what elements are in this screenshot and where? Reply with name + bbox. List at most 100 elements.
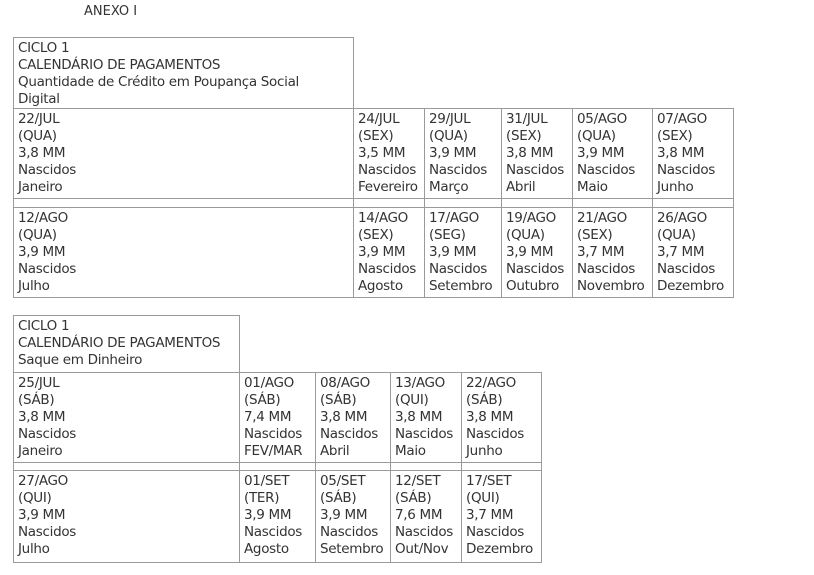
cell-line: 3,8 MM [320, 409, 368, 425]
cell-line: 26/AGO [657, 210, 708, 226]
cell-line: 3,9 MM [18, 507, 66, 523]
cell-line: Setembro [320, 541, 384, 557]
payment-date-cell: 01/AGO (SÁB) 7,4 MM Nascidos FEV/MAR [239, 372, 316, 463]
cell-line: 25/JUL [18, 375, 60, 391]
cell-line: (SÁB) [395, 490, 432, 506]
cell-line: 29/JUL [429, 111, 471, 127]
payment-date-cell: 01/SET (TER) 3,9 MM Nascidos Agosto [239, 470, 316, 563]
cell-line: 14/AGO [358, 210, 409, 226]
cell-line: 3,8 MM [395, 409, 443, 425]
cell-line: (SEX) [577, 227, 613, 243]
cell-line: 7,4 MM [244, 409, 292, 425]
cell-line: (TER) [244, 490, 280, 506]
payment-date-cell: 19/AGO (QUA) 3,9 MM Nascidos Outubro [501, 207, 573, 298]
cell-line: Junho [657, 179, 694, 195]
cell-line: Fevereiro [358, 179, 418, 195]
payment-date-cell: 22/JUL (QUA) 3,8 MM Nascidos Janeiro [13, 108, 354, 199]
cell-line: Dezembro [657, 278, 724, 294]
cell-line: Abril [320, 443, 350, 459]
cell-line: (SEX) [358, 128, 394, 144]
cell-line: (QUA) [18, 128, 57, 144]
cell-line: 01/SET [244, 473, 290, 489]
cell-line: (QUI) [18, 490, 52, 506]
cell-line: Nascidos [466, 524, 525, 540]
cell-line: Julho [18, 278, 50, 294]
cell-line: (SEX) [506, 128, 542, 144]
payment-date-cell: 17/SET (QUI) 3,7 MM Nascidos Dezembro [461, 470, 542, 563]
payment-date-cell: 22/AGO (SÁB) 3,8 MM Nascidos Junho [461, 372, 542, 463]
cell-line: (QUA) [657, 227, 696, 243]
cell-line: 3,8 MM [506, 145, 554, 161]
cell-line: 01/AGO [244, 375, 295, 391]
cell-line: Janeiro [18, 443, 63, 459]
cell-line: 3,9 MM [506, 244, 554, 260]
cell-line: 05/SET [320, 473, 366, 489]
cell-line: Novembro [577, 278, 645, 294]
cell-line: 05/AGO [577, 111, 628, 127]
cell-line: Nascidos [18, 524, 77, 540]
cell-line: 21/AGO [577, 210, 628, 226]
cell-line: Nascidos [429, 162, 488, 178]
payment-date-cell: 24/JUL (SEX) 3,5 MM Nascidos Fevereiro [353, 108, 425, 199]
payment-date-cell: 17/AGO (SEG) 3,9 MM Nascidos Setembro [424, 207, 502, 298]
payment-date-cell: 12/AGO (QUA) 3,9 MM Nascidos Julho [13, 207, 354, 298]
cell-line: Nascidos [429, 261, 488, 277]
cell-line: 27/AGO [18, 473, 69, 489]
cell-line: 3,7 MM [466, 507, 514, 523]
cell-line: (SÁB) [18, 392, 55, 408]
cell-line: Nascidos [244, 426, 303, 442]
cell-line: (SEX) [657, 128, 693, 144]
cell-line: Quantidade de Crédito em Poupança Social [18, 74, 300, 90]
cell-line: 07/AGO [657, 111, 708, 127]
cell-line: Março [429, 179, 469, 195]
cell-line: Saque em Dinheiro [18, 352, 143, 368]
payment-date-cell: 07/AGO (SEX) 3,8 MM Nascidos Junho [652, 108, 734, 199]
payment-date-cell: 13/AGO (QUI) 3,8 MM Nascidos Maio [390, 372, 462, 463]
cell-line: (QUA) [429, 128, 468, 144]
cell-line: Nascidos [466, 426, 525, 442]
cell-line: Nascidos [320, 426, 379, 442]
payment-date-cell: 14/AGO (SEX) 3,9 MM Nascidos Agosto [353, 207, 425, 298]
cell-line: CICLO 1 [18, 318, 70, 334]
cell-line: 3,9 MM [244, 507, 292, 523]
cell-line: CICLO 1 [18, 40, 70, 56]
cell-line: Dezembro [466, 541, 533, 557]
cell-line: Nascidos [577, 162, 636, 178]
cell-line: Maio [577, 179, 608, 195]
payment-date-cell: 31/JUL (SEX) 3,8 MM Nascidos Abril [501, 108, 573, 199]
cell-line: Maio [395, 443, 426, 459]
cell-line: 3,7 MM [657, 244, 705, 260]
payment-date-cell: 12/SET (SÁB) 7,6 MM Nascidos Out/Nov [390, 470, 462, 563]
cell-line: Abril [506, 179, 536, 195]
cell-line: 22/JUL [18, 111, 60, 127]
payment-date-cell: 27/AGO (QUI) 3,9 MM Nascidos Julho [13, 470, 240, 563]
cell-line: 31/JUL [506, 111, 548, 127]
table-header: CICLO 1 CALENDÁRIO DE PAGAMENTOS Saque em … [13, 315, 240, 373]
cell-line: Nascidos [18, 162, 77, 178]
cell-line: CALENDÁRIO DE PAGAMENTOS [18, 335, 221, 351]
cell-line: 3,9 MM [320, 507, 368, 523]
payment-date-cell: 25/JUL (SÁB) 3,8 MM Nascidos Janeiro [13, 372, 240, 463]
cell-line: (SEG) [429, 227, 466, 243]
cell-line: Nascidos [506, 162, 565, 178]
cell-line: 08/AGO [320, 375, 371, 391]
cell-line: CALENDÁRIO DE PAGAMENTOS [18, 57, 221, 73]
cell-line: 24/JUL [358, 111, 400, 127]
cell-line: 3,9 MM [429, 244, 477, 260]
payment-date-cell: 29/JUL (QUA) 3,9 MM Nascidos Março [424, 108, 502, 199]
cell-line: (QUI) [395, 392, 429, 408]
cell-line: Julho [18, 541, 50, 557]
cell-line: Agosto [358, 278, 403, 294]
cell-line: (QUI) [466, 490, 500, 506]
cell-line: (QUA) [577, 128, 616, 144]
payment-date-cell: 05/AGO (QUA) 3,9 MM Nascidos Maio [572, 108, 653, 199]
payment-date-cell: 05/SET (SÁB) 3,9 MM Nascidos Setembro [315, 470, 391, 563]
cell-line: 12/AGO [18, 210, 69, 226]
table-header: CICLO 1 CALENDÁRIO DE PAGAMENTOS Quantidad… [13, 37, 354, 109]
cell-line: Nascidos [395, 426, 454, 442]
cell-line: Nascidos [18, 426, 77, 442]
cell-line: 3,9 MM [577, 145, 625, 161]
cell-line: 3,7 MM [577, 244, 625, 260]
cell-line: Nascidos [320, 524, 379, 540]
cell-line: Nascidos [244, 524, 303, 540]
